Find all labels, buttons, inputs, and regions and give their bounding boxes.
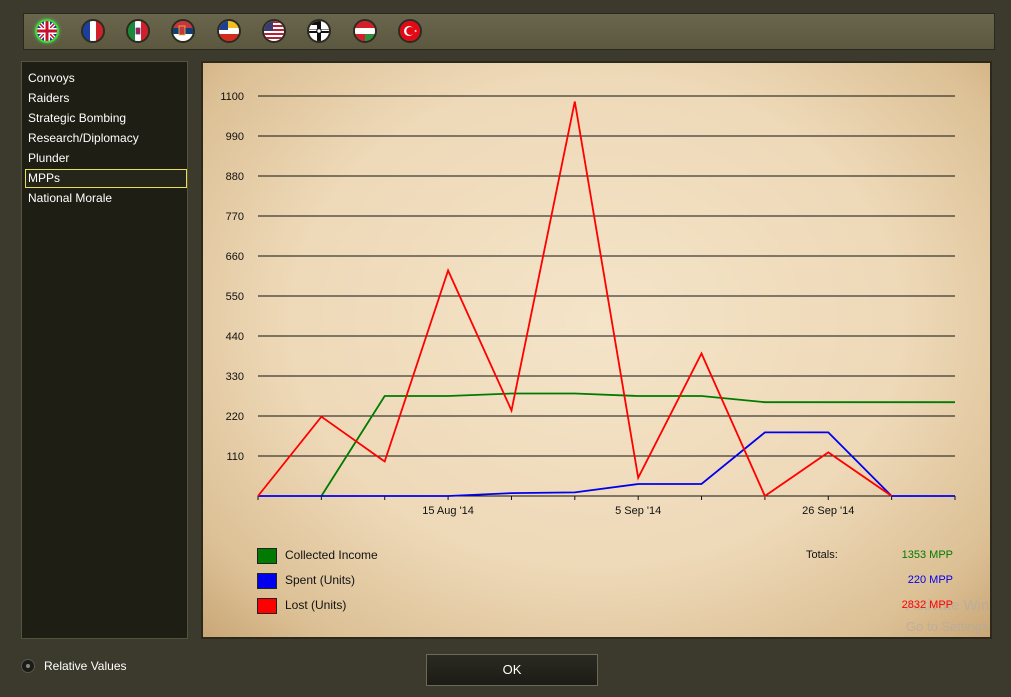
x-tick-label: 5 Sep '14 [615,505,661,517]
sidebar-item-research-diplomacy[interactable]: Research/Diplomacy [28,131,139,145]
y-tick-label: 110 [226,451,244,463]
sidebar-item-convoys[interactable]: Convoys [28,71,75,85]
legend-label: Lost (Units) [285,598,347,612]
germany-flag-icon[interactable] [307,19,331,43]
uk-flag-icon[interactable] [35,19,59,43]
series-line-collected-income [320,392,955,497]
turkey-flag-icon[interactable] [398,19,422,43]
austria-hungary-flag-icon[interactable] [353,19,377,43]
italy-flag-icon[interactable] [126,19,150,43]
legend-swatch [257,548,277,564]
y-tick-label: 550 [226,291,244,303]
activate-windows-hint: Go to Settings to activate Windows. [906,619,990,634]
sidebar-item-national-morale[interactable]: National Morale [28,191,113,205]
y-tick-label: 1100 [220,91,244,103]
mpp-line-chart: 110 220 330 440 550 660 770 880 990 1100 15 Aug '1… [220,91,956,517]
legend-swatch [257,598,277,614]
y-tick-label: 330 [226,371,244,383]
chart-panel: 110 220 330 440 550 660 770 880 990 1100 15 Aug '1… [201,61,992,639]
legend-label: Spent (Units) [285,573,356,587]
radio-icon[interactable] [21,659,35,673]
legend-label: Collected Income [285,548,378,562]
report-category-sidebar: Convoys Raiders Strategic Bombing Research/… [21,61,188,639]
ok-button[interactable]: OK [426,654,598,686]
y-tick-label: 880 [226,171,244,183]
legend-item: Lost (Units) [257,598,457,614]
sidebar-item-mpps[interactable]: MPPs [25,169,187,188]
legend-total-value: 1353 MPP [901,549,953,561]
legend-total-value: 220 MPP [907,574,953,586]
relative-values-label: Relative Values [44,659,127,673]
russia-flag-icon[interactable] [217,19,241,43]
y-tick-label: 770 [226,211,244,223]
legend-item: Collected Income [257,548,457,564]
y-tick-label: 440 [226,331,244,343]
sidebar-item-strategic-bombing[interactable]: Strategic Bombing [28,111,127,125]
activate-windows-watermark: Activate Windows [906,597,990,614]
legend-swatch [257,573,277,589]
y-tick-label: 660 [226,251,244,263]
relative-values-toggle[interactable]: Relative Values [21,657,181,677]
sidebar-item-plunder[interactable]: Plunder [28,151,70,165]
usa-flag-icon[interactable] [262,19,286,43]
series-line-lost-units- [257,101,893,498]
series-line-spent-units- [258,431,955,497]
legend-item: Spent (Units) [257,573,457,589]
totals-label: Totals: [806,549,838,561]
y-tick-label: 990 [226,131,244,143]
serbia-flag-icon[interactable] [171,19,195,43]
france-flag-icon[interactable] [81,19,105,43]
x-tick-label: 15 Aug '14 [422,505,474,517]
legend-total-value: 2832 MPP [901,599,953,611]
sidebar-item-raiders[interactable]: Raiders [28,91,70,105]
nation-flag-bar [23,13,995,50]
x-tick-label: 26 Sep '14 [802,505,854,517]
y-tick-label: 220 [226,411,244,423]
